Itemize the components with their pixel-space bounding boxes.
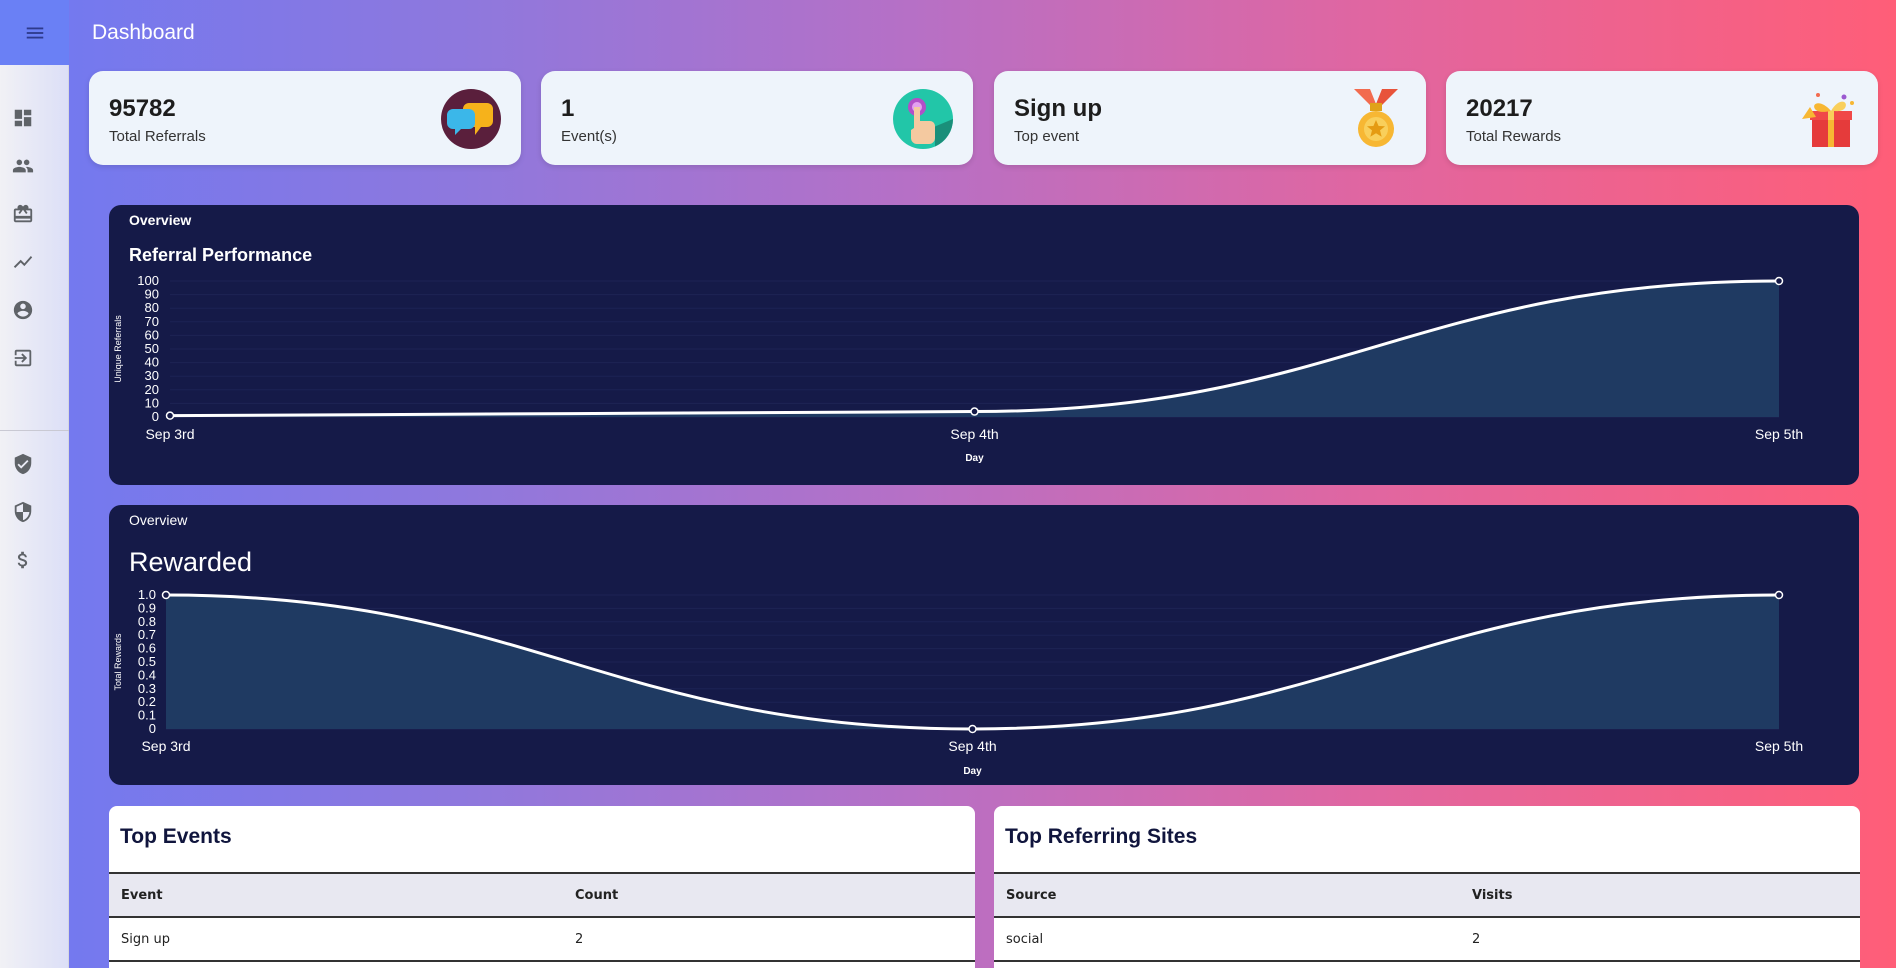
panel-title: Rewarded <box>129 547 253 577</box>
x-tick-label: Sep 5th <box>1755 738 1803 754</box>
users-icon[interactable] <box>12 155 34 177</box>
series-area <box>170 281 1779 417</box>
stat-card-top-event: Sign up Top event <box>994 71 1426 165</box>
y-tick-label: 40 <box>145 355 159 370</box>
rewarded-chart: 00.10.20.30.40.50.60.70.80.91.0 Sep 3rd Se… <box>113 587 1803 777</box>
y-tick-label: 90 <box>145 287 159 302</box>
table-header-row: Source Visits <box>994 872 1860 918</box>
y-tick-label: 0 <box>152 409 159 424</box>
stat-value: Sign up <box>1014 95 1102 122</box>
dollar-icon[interactable] <box>12 549 34 571</box>
y-tick-label: 60 <box>145 327 159 342</box>
y-tick-label: 70 <box>145 314 159 329</box>
y-tick-label: 0.9 <box>138 600 156 615</box>
data-point <box>1774 590 1784 600</box>
y-tick-label: 0.4 <box>138 667 156 682</box>
y-tick-label: 80 <box>145 300 159 315</box>
y-tick-label: 10 <box>145 395 159 410</box>
page-title: Dashboard <box>92 20 195 44</box>
stat-card-total-referrals: 95782 Total Referrals <box>89 71 521 165</box>
table-title: Top Referring Sites <box>1005 825 1198 848</box>
stat-value: 1 <box>561 95 575 122</box>
medal-icon <box>1354 89 1398 147</box>
top-referring-sites-card: Top Referring Sites Source Visits social… <box>994 806 1860 968</box>
data-point <box>165 411 175 420</box>
table-cell: social <box>994 917 1460 962</box>
data-point <box>1774 276 1784 286</box>
y-axis-label: Unique Referrals <box>113 315 123 383</box>
column-header[interactable]: Visits <box>1460 872 1860 918</box>
top-events-table: Event Count Sign up 2 <box>109 872 975 962</box>
logout-icon[interactable] <box>12 347 34 369</box>
rewards-icon[interactable] <box>12 203 34 225</box>
referral-performance-panel: Overview Referral Performance 0 10 20 30 40 5… <box>109 205 1859 485</box>
dashboard-icon[interactable] <box>12 107 34 129</box>
table-header-row: Event Count <box>109 872 975 918</box>
data-point <box>970 407 979 416</box>
top-events-card: Top Events Event Count Sign up 2 <box>109 806 975 968</box>
stat-card-events: 1 Event(s) <box>541 71 973 165</box>
y-tick-label: 1.0 <box>138 587 156 602</box>
y-tick-label: 20 <box>145 382 159 397</box>
column-header[interactable]: Count <box>563 872 975 918</box>
table-row[interactable]: social 2 <box>994 917 1860 962</box>
y-tick-label: 0.2 <box>138 694 156 709</box>
y-tick-label: 100 <box>137 273 159 288</box>
data-point <box>161 590 171 600</box>
table-row[interactable]: Sign up 2 <box>109 917 975 962</box>
panel-overline: Overview <box>129 212 192 228</box>
tap-hand-icon <box>893 89 953 149</box>
series-area <box>166 595 1779 729</box>
y-tick-label: 30 <box>145 368 159 383</box>
y-tick-label: 0.7 <box>138 627 156 642</box>
y-tick-label: 0.3 <box>138 681 156 696</box>
x-tick-label: Sep 3rd <box>145 426 194 442</box>
y-tick-label: 0 <box>149 721 156 736</box>
top-referring-sites-table: Source Visits social 2 <box>994 872 1860 962</box>
verified-shield-icon[interactable] <box>12 453 34 475</box>
table-cell: Sign up <box>109 917 563 962</box>
y-tick-label: 0.1 <box>138 708 156 723</box>
x-tick-label: Sep 5th <box>1755 426 1803 442</box>
x-tick-label: Sep 3rd <box>141 738 190 754</box>
x-axis-label: Day <box>965 453 984 464</box>
sidebar <box>0 65 69 968</box>
table-cell: 2 <box>563 917 975 962</box>
panel-title: Referral Performance <box>129 245 313 265</box>
stat-value: 20217 <box>1466 95 1533 122</box>
rewarded-panel: Overview Rewarded 0 0.1 0.2 0.3 0.4 0.5 0.6 0.7… <box>109 505 1859 785</box>
column-header[interactable]: Event <box>109 872 563 918</box>
account-icon[interactable] <box>12 299 34 321</box>
table-cell: 2 <box>1460 917 1860 962</box>
stat-value: 95782 <box>109 95 176 122</box>
y-axis-label: Total Rewards <box>113 633 123 691</box>
data-point <box>968 724 977 734</box>
menu-button[interactable] <box>0 0 69 65</box>
stat-label: Event(s) <box>561 128 617 145</box>
y-tick-label: 0.8 <box>138 614 156 629</box>
y-tick-label: 50 <box>145 341 159 356</box>
stat-card-total-rewards: 20217 Total Rewards <box>1446 71 1878 165</box>
y-tick-label: 0.6 <box>138 641 156 656</box>
gift-icon <box>1802 93 1854 147</box>
analytics-icon[interactable] <box>12 251 34 273</box>
x-axis-label: Day <box>963 766 982 777</box>
stat-label: Total Referrals <box>109 128 206 145</box>
x-tick-label: Sep 4th <box>948 738 996 754</box>
stat-label: Top event <box>1014 128 1080 145</box>
sidebar-divider <box>0 430 69 431</box>
menu-icon <box>26 27 43 38</box>
y-tick-label: 0.5 <box>138 654 156 669</box>
column-header[interactable]: Source <box>994 872 1460 918</box>
x-tick-label: Sep 4th <box>950 426 998 442</box>
stat-label: Total Rewards <box>1466 128 1562 145</box>
security-shield-icon[interactable] <box>12 501 34 523</box>
table-title: Top Events <box>120 825 232 848</box>
app-bar: Dashboard <box>0 0 1896 65</box>
panel-overline: Overview <box>129 512 188 528</box>
chat-bubbles-icon <box>441 89 501 149</box>
